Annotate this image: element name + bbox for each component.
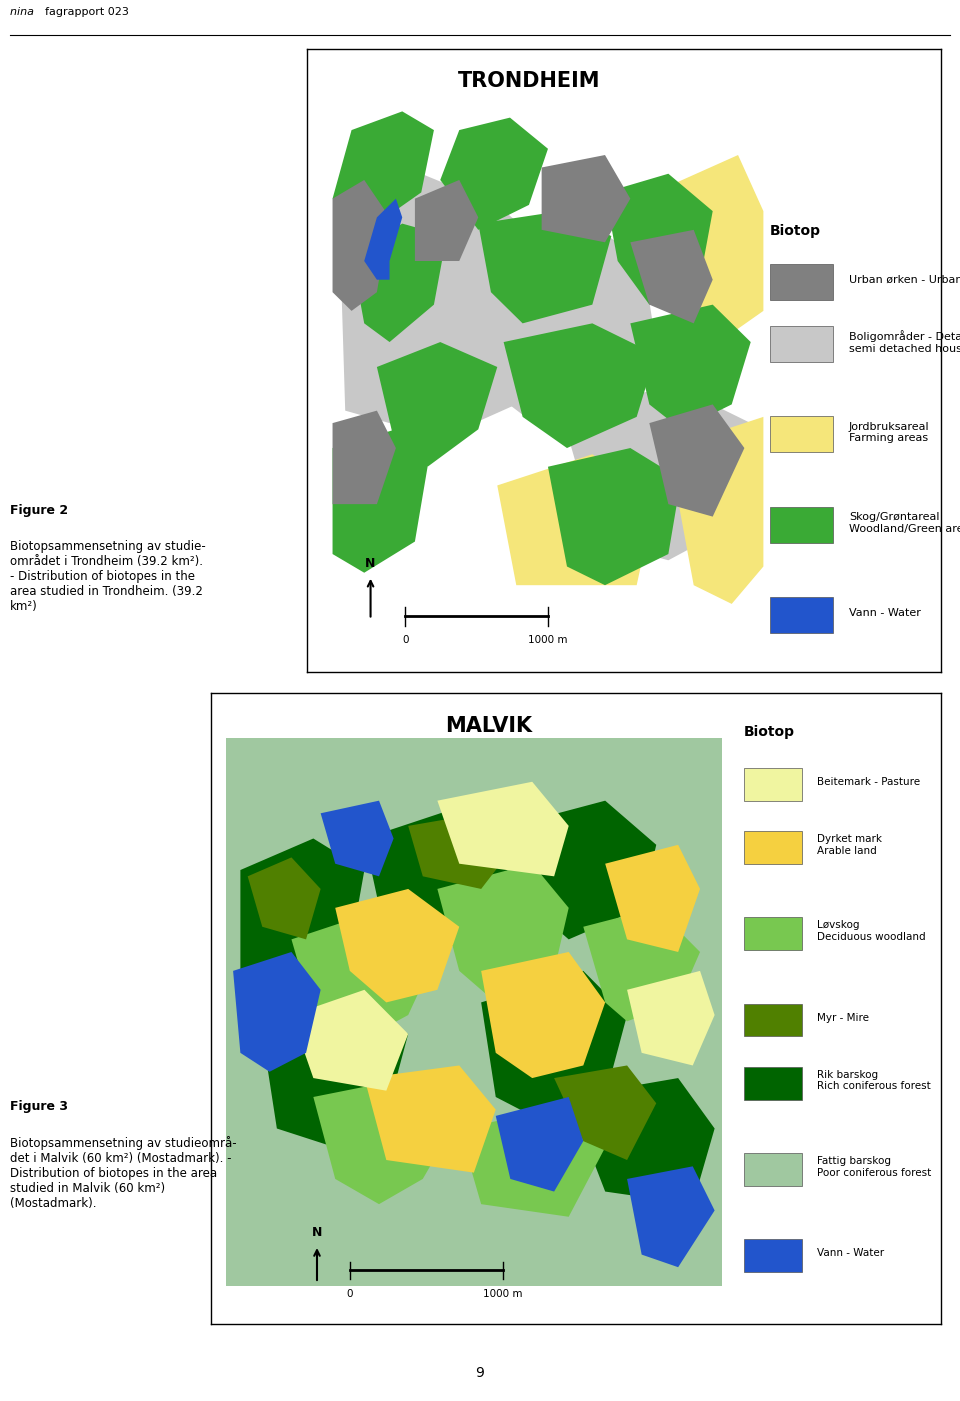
Text: Biotop: Biotop [770,224,821,238]
Text: Figure 3: Figure 3 [10,1100,67,1112]
Text: Myr - Mire: Myr - Mire [817,1013,869,1023]
Text: Dyrket mark
Arable land: Dyrket mark Arable land [817,834,882,856]
Polygon shape [408,813,511,890]
Polygon shape [377,342,497,467]
Text: 1000 m: 1000 m [483,1289,523,1299]
Polygon shape [226,737,722,1286]
Text: 9: 9 [475,1366,485,1380]
Text: Biotopsammensetning av studieområ-
det i Malvik (60 km²) (Mostadmark). -
Distrib: Biotopsammensetning av studieområ- det i… [10,1136,236,1209]
Polygon shape [365,1065,495,1173]
Polygon shape [584,908,700,1021]
Text: Figure 2: Figure 2 [10,504,68,517]
FancyBboxPatch shape [770,507,833,542]
Polygon shape [605,845,700,953]
FancyBboxPatch shape [770,326,833,361]
Polygon shape [511,800,657,939]
Text: Urban ørken - Urban desert: Urban ørken - Urban desert [849,275,960,284]
FancyBboxPatch shape [744,831,803,863]
Polygon shape [332,112,434,224]
Text: 1000 m: 1000 m [528,635,567,644]
FancyBboxPatch shape [744,1066,803,1100]
Text: Vann - Water: Vann - Water [849,608,921,618]
Text: Beitemark - Pasture: Beitemark - Pasture [817,776,920,787]
Text: Boligområder - Detached/
semi detached houses: Boligområder - Detached/ semi detached h… [849,331,960,354]
Polygon shape [481,953,605,1079]
Polygon shape [233,953,321,1072]
Polygon shape [497,454,656,586]
Polygon shape [478,212,612,324]
Polygon shape [335,890,459,1003]
Polygon shape [313,1079,459,1203]
FancyBboxPatch shape [744,918,803,950]
Text: 0: 0 [347,1289,353,1299]
FancyBboxPatch shape [744,768,803,800]
Text: N: N [366,556,375,570]
FancyBboxPatch shape [770,597,833,633]
Text: Vann - Water: Vann - Water [817,1248,884,1258]
Text: Rik barskog
Rich coniferous forest: Rik barskog Rich coniferous forest [817,1070,930,1091]
Polygon shape [332,429,427,573]
Polygon shape [631,304,751,429]
FancyBboxPatch shape [770,263,833,300]
Polygon shape [548,448,681,586]
Text: MALVIK: MALVIK [444,716,532,736]
Polygon shape [365,807,511,958]
Polygon shape [568,1079,714,1203]
Text: fagrapport 023: fagrapport 023 [45,7,129,17]
Polygon shape [321,800,394,877]
FancyBboxPatch shape [744,1153,803,1185]
FancyBboxPatch shape [744,1240,803,1272]
Polygon shape [627,1166,714,1267]
Polygon shape [248,857,321,939]
Polygon shape [292,989,408,1090]
Polygon shape [668,156,763,342]
Polygon shape [668,417,763,604]
Text: nina: nina [10,7,37,17]
Polygon shape [332,179,390,311]
Text: 0: 0 [402,635,409,644]
Polygon shape [262,1003,408,1147]
Polygon shape [631,230,712,324]
Polygon shape [332,410,396,504]
Polygon shape [627,971,714,1065]
Polygon shape [541,156,631,242]
Polygon shape [649,405,744,517]
Polygon shape [415,179,478,261]
Polygon shape [292,908,438,1047]
Polygon shape [504,324,656,448]
Polygon shape [351,224,446,342]
Polygon shape [459,1110,605,1216]
Polygon shape [364,199,402,280]
Polygon shape [561,385,751,560]
Polygon shape [438,863,568,1003]
Text: Biotopsammensetning av studie-
området i Trondheim (39.2 km²).
- Distribution of: Biotopsammensetning av studie- området i… [10,539,205,612]
Text: Biotop: Biotop [744,726,795,738]
Polygon shape [472,212,656,429]
Text: Løvskog
Deciduous woodland: Løvskog Deciduous woodland [817,920,925,941]
FancyBboxPatch shape [770,416,833,453]
FancyBboxPatch shape [744,1003,803,1037]
Polygon shape [481,971,627,1115]
Polygon shape [438,782,568,877]
Text: Fattig barskog
Poor coniferous forest: Fattig barskog Poor coniferous forest [817,1156,931,1178]
Polygon shape [441,118,548,230]
Polygon shape [339,174,561,436]
Text: Skog/Grøntareal
Woodland/Green areas: Skog/Grøntareal Woodland/Green areas [849,511,960,534]
Text: TRONDHEIM: TRONDHEIM [458,71,600,91]
Text: N: N [312,1226,323,1238]
Polygon shape [554,1065,657,1160]
Polygon shape [605,174,712,304]
Polygon shape [240,838,365,989]
Polygon shape [495,1097,584,1191]
Text: Jordbruksareal
Farming areas: Jordbruksareal Farming areas [849,422,929,443]
